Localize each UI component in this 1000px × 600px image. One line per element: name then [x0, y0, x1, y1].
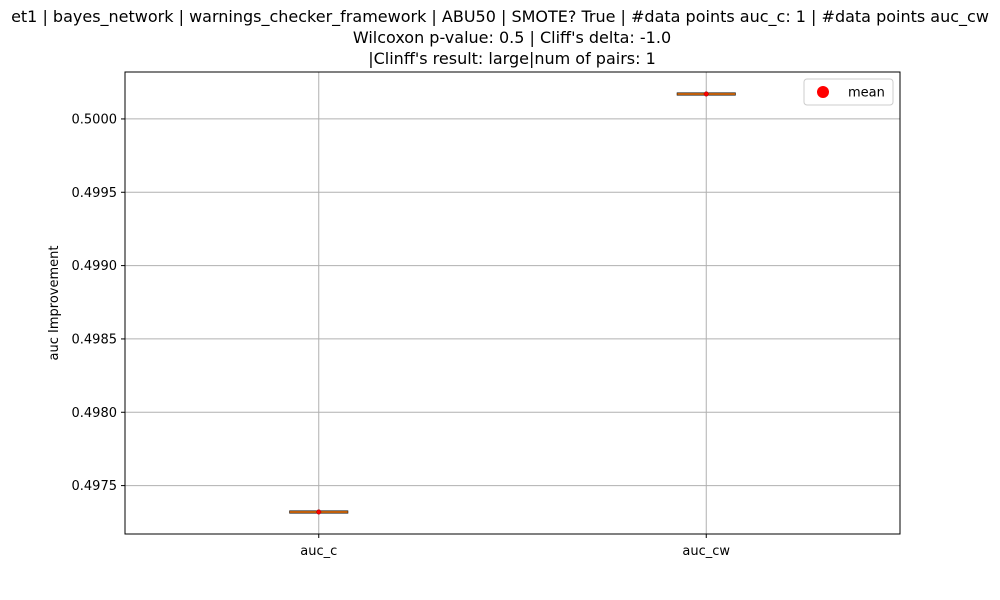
y-tick-label: 0.4975 [72, 479, 118, 494]
legend: mean [803, 78, 894, 106]
chart-title: et1 | bayes_network | warnings_checker_f… [11, 7, 989, 68]
legend-mean-label: mean [848, 86, 885, 101]
chart-title-line-3: |Clinff's result: large|num of pairs: 1 [368, 49, 656, 68]
y-tick-label: 0.4995 [72, 186, 118, 201]
mean-point-auc_cw [703, 91, 709, 97]
y-axis-label: auc Improvement [47, 246, 62, 361]
axes-frame [124, 71, 901, 535]
y-tick-label: 0.4990 [72, 259, 118, 274]
x-tick-label: auc_c [300, 544, 337, 559]
y-tick-label: 0.4985 [72, 332, 118, 347]
grid-lines [125, 72, 900, 534]
x-tick-label: auc_cw [682, 544, 730, 559]
mean-point-auc_c [316, 509, 322, 515]
chart-title-line-1: et1 | bayes_network | warnings_checker_f… [11, 7, 989, 27]
x-axis-ticks: auc_c auc_cw [300, 534, 730, 559]
y-tick-label: 0.4980 [72, 406, 118, 421]
y-axis-ticks: 0.4975 0.4980 0.4985 0.4990 0.4995 0.5000 [72, 112, 125, 494]
y-tick-label: 0.5000 [72, 112, 118, 127]
box-plot-marks [289, 91, 736, 515]
legend-frame [803, 78, 894, 106]
chart-title-line-2: Wilcoxon p-value: 0.5 | Cliff's delta: -… [353, 28, 671, 47]
plot-area [125, 72, 900, 534]
legend-mean-marker [817, 86, 829, 98]
